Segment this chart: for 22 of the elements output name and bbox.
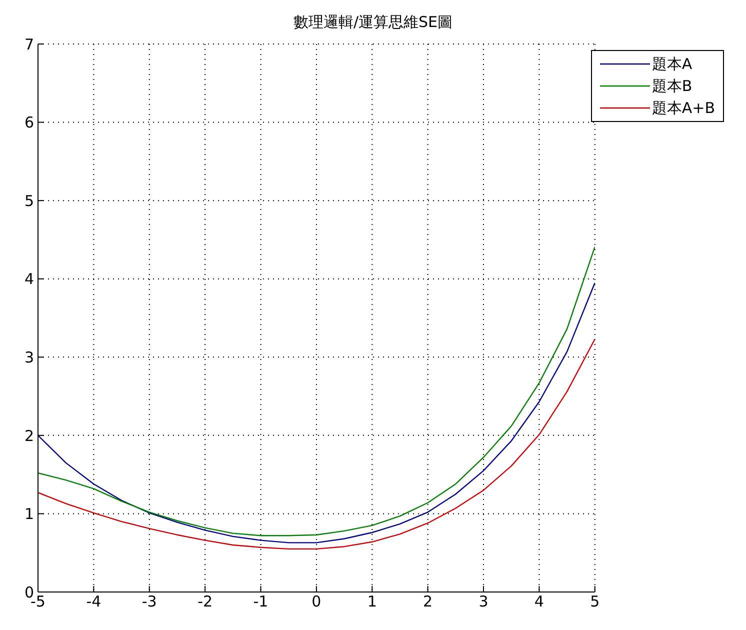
y-tick-label: 1 xyxy=(24,505,34,524)
legend-label: 題本B xyxy=(652,76,692,96)
y-tick-label: 2 xyxy=(24,426,34,445)
x-tick-label: 2 xyxy=(423,592,433,611)
x-tick-label: 5 xyxy=(590,592,600,611)
x-tick-label: -2 xyxy=(198,592,213,611)
legend-label: 題本A+B xyxy=(652,98,715,118)
x-tick-label: 4 xyxy=(534,592,544,611)
y-tick-label: 5 xyxy=(24,192,34,210)
y-tick-label: 6 xyxy=(24,114,34,132)
y-tick-label: 4 xyxy=(24,270,34,288)
x-tick-label: 1 xyxy=(367,592,377,611)
legend-label: 題本A xyxy=(652,54,692,74)
x-tick-label: -4 xyxy=(86,592,102,611)
y-tick-label: 3 xyxy=(24,348,34,366)
x-tick-label: -1 xyxy=(253,592,268,611)
x-tick-label: 3 xyxy=(478,592,488,611)
x-tick-label: 0 xyxy=(312,592,322,611)
chart-title: 數理邏輯/運算思維SE圖 xyxy=(292,12,454,33)
x-tick-label: -3 xyxy=(142,592,157,611)
y-tick-label: 7 xyxy=(24,35,34,54)
line-series xyxy=(38,338,595,550)
